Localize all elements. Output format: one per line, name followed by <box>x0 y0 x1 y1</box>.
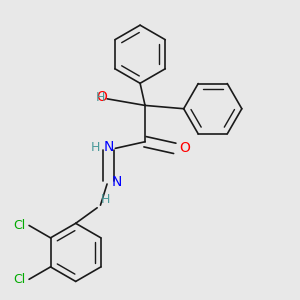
Text: H: H <box>91 141 101 154</box>
Text: N: N <box>103 140 114 154</box>
Text: Cl: Cl <box>14 273 26 286</box>
Text: H: H <box>95 91 105 104</box>
Text: O: O <box>180 141 190 155</box>
Text: O: O <box>96 90 107 104</box>
Text: H: H <box>101 193 110 206</box>
Text: Cl: Cl <box>14 219 26 232</box>
Text: N: N <box>112 176 122 189</box>
